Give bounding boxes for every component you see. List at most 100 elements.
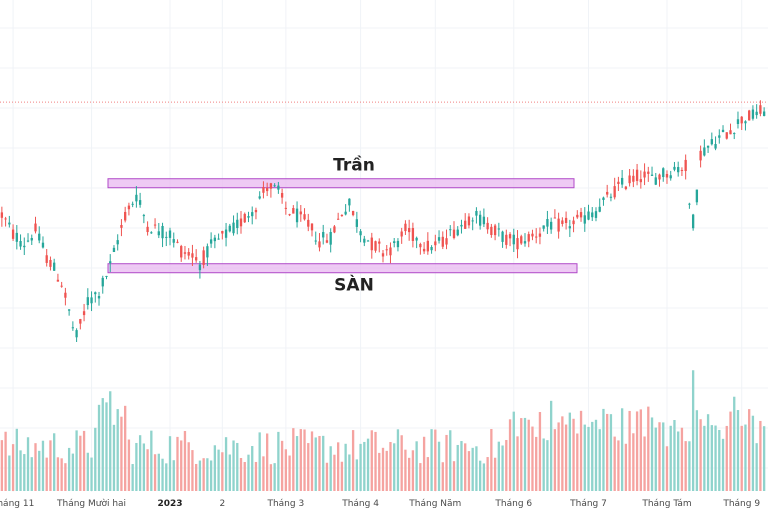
volume-bar	[673, 420, 676, 491]
x-tick-label: Tháng 7	[569, 499, 607, 509]
volume-bar	[124, 405, 127, 491]
candle-body	[677, 167, 680, 173]
candle-body	[744, 121, 747, 124]
candle-body	[86, 297, 89, 306]
candle-body	[422, 248, 426, 252]
volume-bar	[419, 463, 422, 491]
volume-bar	[602, 408, 605, 491]
candle-body	[415, 237, 418, 241]
volume-bar	[385, 450, 388, 491]
candle-body	[755, 111, 758, 116]
candle-body	[706, 145, 710, 148]
volume-bar	[337, 442, 340, 491]
volume-bar	[191, 450, 194, 491]
candle-body	[449, 229, 452, 231]
x-tick-label: Tháng 4	[341, 499, 379, 509]
volume-bar	[247, 454, 250, 491]
volume-bar	[527, 419, 530, 491]
volume-bar	[146, 449, 149, 491]
volume-bar	[127, 439, 131, 491]
volume-bar	[531, 426, 534, 491]
candle-body	[198, 264, 202, 271]
candle-body	[680, 169, 684, 171]
candle-body	[572, 220, 575, 225]
ceiling-zone	[107, 178, 575, 189]
volume-bar	[441, 462, 444, 491]
candle-body	[60, 285, 63, 287]
support-resistance-zones	[107, 178, 578, 274]
candle-body	[366, 240, 370, 242]
volume-bar	[221, 452, 224, 491]
candle-body	[486, 222, 489, 230]
candle-body	[759, 105, 762, 114]
volume-bar	[8, 455, 11, 491]
candle-body	[411, 228, 415, 241]
volume-bar	[609, 414, 613, 491]
candle-body	[370, 237, 373, 251]
candle-body	[546, 219, 549, 227]
volume-bar	[437, 441, 441, 491]
candle-body	[127, 205, 131, 210]
volume-bar	[557, 422, 560, 491]
volume-bar	[452, 461, 456, 491]
volume-bar	[445, 434, 448, 491]
volume-bar	[120, 416, 123, 491]
candle-body	[400, 231, 403, 237]
volume-bar	[512, 411, 515, 491]
volume-bar	[355, 459, 359, 491]
candle-body	[325, 240, 329, 243]
candle-body	[714, 144, 717, 149]
candle-body	[217, 238, 220, 240]
volume-bar	[520, 418, 523, 491]
volume-bar	[0, 440, 4, 491]
volume-bar	[389, 441, 392, 491]
volume-bar	[23, 454, 26, 491]
x-tick-label: 2	[219, 499, 225, 509]
candle-body	[142, 215, 146, 217]
volume-bar	[325, 462, 329, 491]
price-candles	[0, 100, 766, 342]
volume-bar	[34, 443, 37, 491]
candle-body	[176, 241, 179, 243]
candle-body	[310, 223, 314, 231]
candle-body	[165, 236, 168, 238]
volume-bar	[180, 440, 183, 491]
candle-body	[378, 241, 381, 244]
x-tick-label: Tháng Mười hai	[56, 498, 126, 509]
candle-body	[101, 277, 104, 287]
candle-body	[594, 211, 598, 218]
volume-bar	[460, 441, 463, 491]
volume-bar	[415, 441, 418, 491]
candle-body	[740, 116, 743, 124]
candle-body	[748, 110, 751, 121]
candle-body	[314, 240, 317, 242]
volume-bar	[79, 435, 82, 491]
candle-body	[579, 212, 583, 218]
candle-body	[549, 221, 553, 230]
x-axis-labels: Tháng 11 Tháng Mười hai 2023 2 Tháng 3 Tháng …	[0, 498, 760, 509]
candle-body	[535, 236, 538, 238]
volume-bar	[224, 437, 228, 491]
volume-bar	[725, 425, 728, 491]
candle-body	[67, 309, 71, 311]
candle-body	[292, 208, 295, 214]
volume-bar	[647, 406, 650, 491]
candle-body	[684, 159, 687, 172]
volume-bar	[714, 425, 717, 491]
volume-bar	[684, 441, 687, 491]
candle-body	[632, 175, 635, 182]
candle-body	[624, 186, 628, 190]
volume-bar	[266, 433, 269, 491]
volume-bar	[703, 425, 706, 491]
candle-body	[53, 262, 56, 271]
candle-body	[658, 174, 661, 180]
candle-body	[635, 169, 639, 181]
volume-bar	[142, 443, 146, 491]
volume-bar	[497, 441, 500, 491]
candle-body	[359, 231, 362, 236]
volume-bar	[41, 440, 45, 491]
candle-body	[269, 183, 273, 189]
volume-bar	[340, 461, 344, 491]
candle-body	[501, 231, 504, 242]
